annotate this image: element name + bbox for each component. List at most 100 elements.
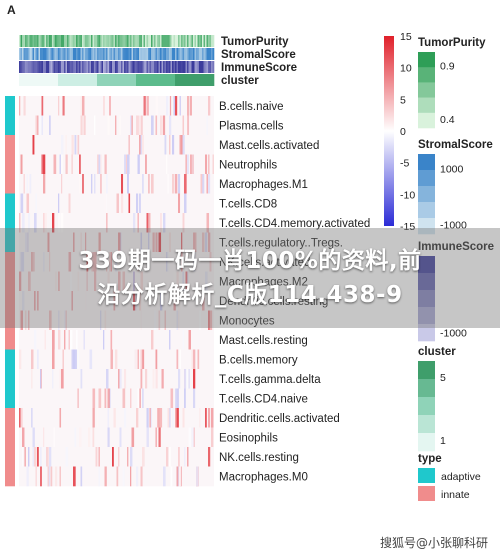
track-cell-stromalscore xyxy=(182,48,185,60)
track-cell-stromalscore xyxy=(196,48,198,60)
heatmap-cell xyxy=(107,388,110,409)
track-cell-immunescore xyxy=(29,61,32,73)
heatmap-cell xyxy=(148,174,150,194)
track-cell-immunescore xyxy=(35,61,38,73)
colorbar-tick-label: 5 xyxy=(400,94,406,106)
track-cell-cluster xyxy=(176,74,179,86)
heatmap-cell xyxy=(106,213,108,233)
track-cell-tumorpurity xyxy=(116,35,119,47)
heatmap-cell xyxy=(61,135,64,155)
heatmap-cell xyxy=(136,408,139,428)
row-type-adaptive xyxy=(5,193,15,214)
track-cell-immunescore xyxy=(124,61,126,73)
heatmap-cell xyxy=(179,349,182,370)
heatmap-cell xyxy=(205,154,208,175)
heatmap-row xyxy=(19,369,214,389)
track-cell-tumorpurity xyxy=(211,35,213,47)
track-cell-stromalscore xyxy=(127,48,129,60)
track-cell-tumorpurity xyxy=(82,35,84,47)
heatmap-cell xyxy=(94,174,96,194)
track-cell-tumorpurity xyxy=(104,35,107,47)
track-cell-immunescore xyxy=(193,61,195,73)
heatmap-cell xyxy=(106,174,108,194)
track-cell-immunescore xyxy=(188,61,191,73)
track-cell-immunescore xyxy=(143,61,146,73)
row-label: NK.cells.resting xyxy=(219,452,299,464)
track-cell-cluster xyxy=(107,74,110,86)
heatmap-cell xyxy=(83,115,86,136)
heatmap-cell xyxy=(103,96,105,116)
heatmap-cell xyxy=(26,174,28,194)
track-cell-immunescore xyxy=(95,61,98,73)
track-cell-immunescore xyxy=(53,61,56,73)
row-type-innate xyxy=(5,330,15,350)
heatmap-cell xyxy=(28,213,31,233)
track-cell-stromalscore xyxy=(199,48,201,60)
track-cell-stromalscore xyxy=(40,48,42,60)
heatmap-cell xyxy=(208,310,210,331)
heatmap-cell xyxy=(127,174,129,194)
track-cell-stromalscore xyxy=(142,48,144,60)
track-cell-tumorpurity xyxy=(187,35,189,47)
heatmap-cell xyxy=(70,271,73,292)
track-cell-stromalscore xyxy=(139,48,141,60)
track-cell-cluster xyxy=(145,74,147,86)
heatmap-row xyxy=(19,232,214,253)
track-cell-tumorpurity xyxy=(91,35,93,47)
heatmap-cell xyxy=(173,96,176,116)
heatmap-cell xyxy=(92,252,96,272)
row-label: T.cells.CD8 xyxy=(219,199,277,211)
heatmap-cell xyxy=(182,408,185,428)
legend-scale-segment xyxy=(418,273,435,291)
track-cell-immunescore xyxy=(19,61,21,73)
heatmap-cell xyxy=(151,174,154,194)
heatmap-cell xyxy=(83,330,85,350)
heatmap-cell xyxy=(23,96,26,116)
row-label: Neutrophils xyxy=(219,160,277,172)
track-cell-cluster xyxy=(55,74,57,86)
track-cell-immunescore xyxy=(134,61,137,73)
heatmap-cell xyxy=(193,349,196,370)
track-cell-tumorpurity xyxy=(155,35,158,47)
track-cell-tumorpurity xyxy=(160,35,162,47)
track-cell-cluster xyxy=(187,74,189,86)
track-cell-cluster xyxy=(136,74,138,86)
legend-scale-segment xyxy=(418,52,435,68)
track-cell-stromalscore xyxy=(22,48,24,60)
heatmap-cell xyxy=(190,154,192,175)
track-cell-cluster xyxy=(182,74,185,86)
track-cell-cluster xyxy=(40,74,42,86)
track-cell-cluster xyxy=(25,74,27,86)
track-cell-immunescore xyxy=(161,61,164,73)
track-cell-cluster xyxy=(34,74,36,86)
heatmap-cell xyxy=(37,291,39,311)
track-cell-immunescore xyxy=(55,61,57,73)
heatmap-cell xyxy=(140,349,143,370)
legend-scale-segment xyxy=(418,307,435,325)
heatmap-cell xyxy=(149,408,151,428)
track-cell-cluster xyxy=(76,74,78,86)
heatmap-cell xyxy=(140,369,143,389)
heatmap-cell xyxy=(133,271,135,292)
heatmap-cell xyxy=(59,408,62,428)
row-type-innate xyxy=(5,466,15,487)
heatmap-cell xyxy=(169,232,171,253)
track-cell-cluster xyxy=(104,74,107,86)
row-type-innate xyxy=(5,310,15,331)
legend-title-stromalscore: StromalScore xyxy=(418,139,493,151)
track-cell-tumorpurity xyxy=(59,35,62,47)
heatmap-cell xyxy=(185,369,188,389)
track-cell-cluster xyxy=(68,74,71,86)
track-cell-tumorpurity xyxy=(212,35,215,47)
track-cell-stromalscore xyxy=(134,48,137,60)
heatmap-cell xyxy=(109,96,111,116)
heatmap-cell xyxy=(127,154,130,175)
annotation-legends: TumorPurity 0.9 0.4 StromalScore 1000 -1000 Im… xyxy=(418,37,494,501)
track-cell-cluster xyxy=(184,74,186,86)
track-cell-immunescore xyxy=(191,61,194,73)
row-label: B.cells.memory xyxy=(219,355,298,367)
heatmap-cell xyxy=(161,213,164,233)
heatmap-cell xyxy=(107,271,110,292)
track-cell-cluster xyxy=(208,74,210,86)
track-cell-tumorpurity xyxy=(119,35,122,47)
